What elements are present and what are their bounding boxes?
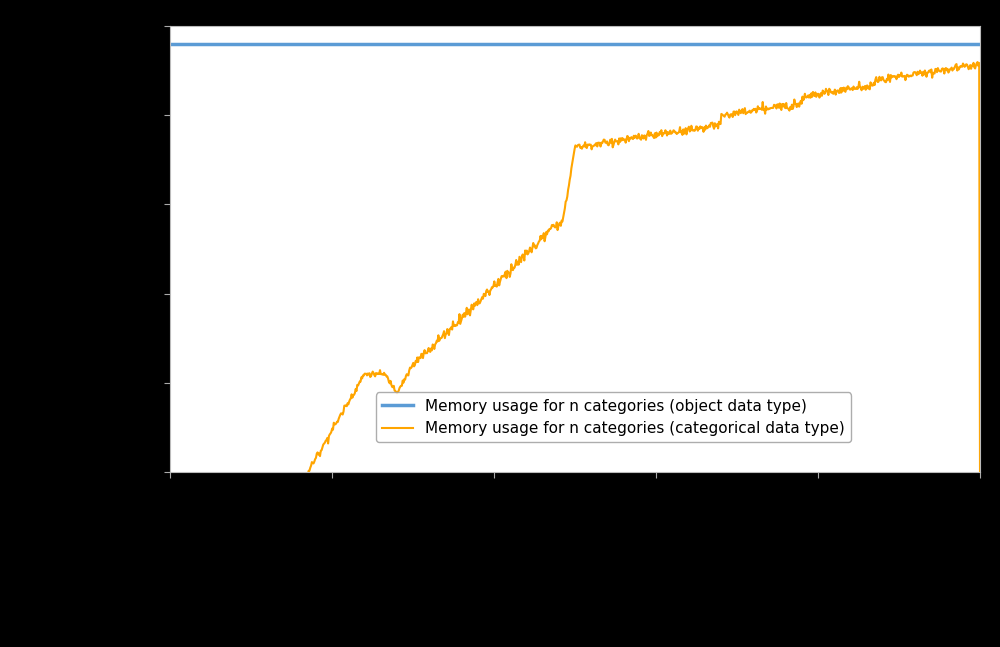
Memory usage for n categories (categorical data type) [164,492,176,500]
Memory usage for n categories (object data type) [720,40,732,48]
Memory usage for n categories (categorical data type) [974,468,986,476]
Memory usage for n categories (categorical data type) [522,250,534,258]
Memory usage for n categories (categorical data type) [248,487,260,495]
Memory usage for n categories (object data type) [164,40,176,48]
Memory usage for n categories (categorical data type) [811,91,823,99]
Memory usage for n categories (categorical data type) [492,275,504,283]
Memory usage for n categories (categorical data type) [721,109,733,116]
Line: Memory usage for n categories (categorical data type): Memory usage for n categories (categoric… [170,62,980,498]
Memory usage for n categories (object data type) [796,40,808,48]
Memory usage for n categories (categorical data type) [796,93,808,100]
Memory usage for n categories (object data type) [492,40,504,48]
Memory usage for n categories (object data type) [521,40,533,48]
Legend: Memory usage for n categories (object data type), Memory usage for n categories : Memory usage for n categories (object da… [376,393,851,443]
Memory usage for n categories (categorical data type) [189,494,201,502]
Memory usage for n categories (categorical data type) [972,58,984,66]
Memory usage for n categories (object data type) [247,40,259,48]
Memory usage for n categories (object data type) [974,40,986,48]
Memory usage for n categories (object data type) [810,40,822,48]
